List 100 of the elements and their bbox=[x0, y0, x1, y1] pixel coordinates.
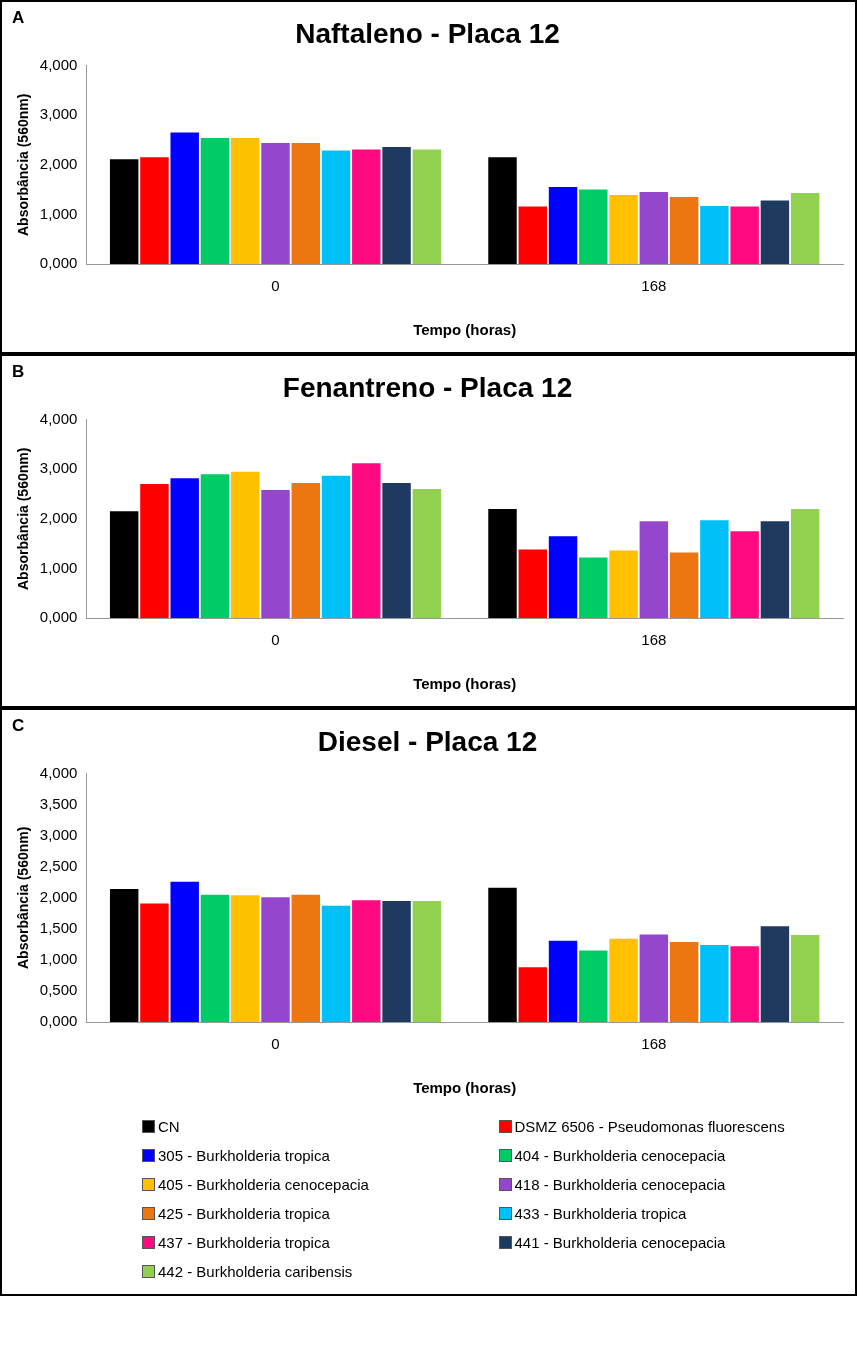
bar bbox=[639, 192, 669, 264]
y-axis-title: Absorbância (560nm) bbox=[15, 93, 32, 236]
y-tick-label: 4,000 bbox=[39, 409, 78, 427]
bar bbox=[669, 941, 699, 1022]
bar bbox=[609, 938, 638, 1022]
bar bbox=[140, 484, 169, 618]
bar bbox=[109, 511, 139, 618]
text: A bbox=[12, 8, 25, 28]
y-tick-label: 3,000 bbox=[39, 825, 78, 843]
bar bbox=[790, 193, 820, 264]
legend-label: 425 - Burkholderia tropica bbox=[158, 1205, 330, 1222]
bar bbox=[412, 489, 442, 618]
legend-label: 404 - Burkholderia cenocepacia bbox=[514, 1147, 726, 1164]
bar bbox=[639, 521, 669, 618]
x-tick-label: 0 bbox=[271, 631, 280, 649]
x-tick-label: 168 bbox=[641, 1035, 667, 1053]
y-tick-label: 4,000 bbox=[39, 55, 78, 73]
y-tick-label: 4,000 bbox=[39, 763, 78, 781]
bar bbox=[261, 490, 290, 618]
bar bbox=[579, 950, 608, 1022]
bar bbox=[231, 138, 260, 264]
legend-label: 442 - Burkholderia caribensis bbox=[158, 1263, 353, 1280]
chart-title: Naftaleno - Placa 12 bbox=[295, 17, 560, 49]
y-tick-label: 0,000 bbox=[39, 254, 78, 272]
y-tick-label: 2,500 bbox=[39, 856, 78, 874]
y-tick-label: 0,000 bbox=[39, 608, 78, 626]
bar bbox=[730, 531, 759, 618]
bar bbox=[790, 508, 820, 618]
bar bbox=[488, 508, 517, 618]
bar bbox=[760, 200, 790, 264]
x-tick-label: 0 bbox=[271, 1035, 280, 1053]
bar bbox=[231, 471, 260, 618]
bar bbox=[109, 159, 139, 264]
bar bbox=[760, 521, 790, 618]
y-tick-label: 3,500 bbox=[39, 794, 78, 812]
bar bbox=[382, 483, 411, 618]
x-axis-title: Tempo (horas) bbox=[413, 675, 517, 693]
legend-label: 305 - Burkholderia tropica bbox=[158, 1147, 330, 1164]
legend-label: 437 - Burkholderia tropica bbox=[158, 1234, 330, 1251]
bar bbox=[730, 206, 759, 264]
y-tick-label: 1,000 bbox=[39, 204, 78, 222]
x-axis-title: Tempo (horas) bbox=[413, 321, 517, 339]
y-tick-label: 0,500 bbox=[39, 981, 78, 999]
y-tick-label: 1,000 bbox=[39, 558, 78, 576]
bar bbox=[548, 187, 578, 264]
bar bbox=[170, 478, 199, 618]
bar bbox=[352, 149, 381, 264]
text: B bbox=[12, 362, 25, 382]
y-tick-label: 2,000 bbox=[39, 887, 78, 905]
bar bbox=[352, 463, 381, 618]
bar bbox=[760, 926, 790, 1022]
bar bbox=[669, 552, 699, 618]
bar bbox=[321, 475, 351, 618]
bar bbox=[170, 881, 199, 1022]
y-tick-label: 2,000 bbox=[39, 508, 78, 526]
legend-label: 418 - Burkholderia cenocepacia bbox=[514, 1176, 726, 1193]
bar bbox=[321, 905, 351, 1022]
y-tick-label: 1,500 bbox=[39, 918, 78, 936]
bar bbox=[291, 142, 320, 264]
bar bbox=[548, 940, 578, 1022]
bar bbox=[669, 197, 699, 264]
bar bbox=[170, 132, 199, 264]
x-axis-title: Tempo (horas) bbox=[413, 1079, 517, 1097]
bar bbox=[518, 549, 547, 618]
legend-label: 433 - Burkholderia tropica bbox=[514, 1205, 687, 1222]
x-tick-label: 168 bbox=[641, 277, 667, 295]
bar bbox=[548, 536, 578, 618]
bar bbox=[140, 903, 169, 1022]
bar bbox=[700, 520, 729, 618]
bar bbox=[518, 206, 547, 264]
bar bbox=[291, 894, 320, 1022]
legend-label: CN bbox=[158, 1118, 180, 1135]
bar bbox=[382, 900, 411, 1022]
bar bbox=[140, 157, 169, 264]
y-tick-label: 2,000 bbox=[39, 154, 78, 172]
bar bbox=[352, 900, 381, 1022]
bar bbox=[518, 967, 547, 1022]
chart-title: Fenantreno - Placa 12 bbox=[282, 371, 573, 403]
bar bbox=[261, 142, 290, 264]
bar bbox=[231, 895, 260, 1022]
bar bbox=[700, 945, 729, 1022]
bar bbox=[730, 946, 759, 1022]
x-tick-label: 168 bbox=[641, 631, 667, 649]
bar bbox=[321, 150, 351, 264]
bar bbox=[488, 887, 517, 1022]
bar bbox=[412, 149, 442, 264]
y-tick-label: 3,000 bbox=[39, 459, 78, 477]
y-tick-label: 0,000 bbox=[39, 1012, 78, 1030]
bar bbox=[609, 550, 638, 618]
y-tick-label: 1,000 bbox=[39, 950, 78, 968]
y-axis-title: Absorbância (560nm) bbox=[15, 826, 32, 969]
bar bbox=[382, 146, 411, 264]
bar bbox=[412, 900, 442, 1022]
legend-label: 405 - Burkholderia cenocepacia bbox=[158, 1176, 369, 1193]
bar bbox=[261, 897, 290, 1022]
bar bbox=[790, 935, 820, 1022]
bar bbox=[291, 483, 320, 618]
bar bbox=[488, 157, 517, 264]
bar bbox=[579, 189, 608, 264]
bar bbox=[109, 889, 139, 1022]
